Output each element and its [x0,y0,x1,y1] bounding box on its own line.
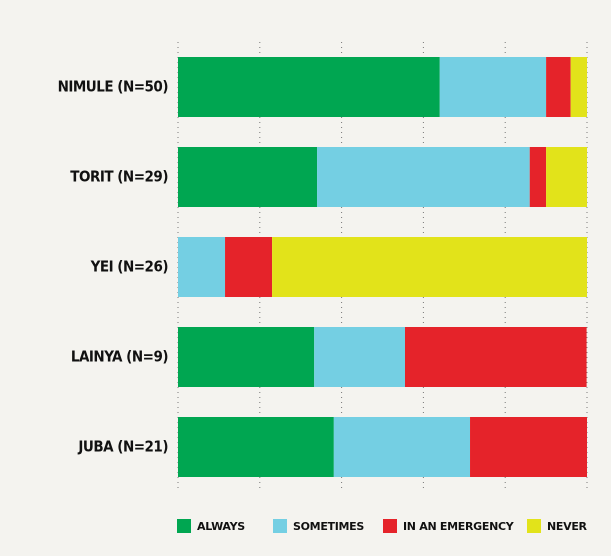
category-label: NIMULE (N=50) [58,78,169,96]
category-label: LAINYA (N=9) [71,348,168,366]
legend-label: ALWAYS [197,520,245,533]
legend-label: IN AN EMERGENCY [403,520,515,533]
bar-segment [317,147,530,207]
legend-swatch [177,519,191,533]
category-label: YEI (N=26) [90,258,169,276]
bar-segment [404,327,587,387]
legend-swatch [383,519,397,533]
bar-segment [546,57,571,117]
bar-segment [178,327,315,387]
legend-label: SOMETIMES [293,520,364,533]
legend-swatch [273,519,287,533]
bar-segment [314,327,405,387]
legend-swatch [527,519,541,533]
bar-segment [178,417,334,477]
bar-segment [570,57,587,117]
bar-segment [178,237,226,297]
category-label: TORIT (N=29) [70,168,168,186]
bar-segment [225,237,273,297]
bar-segment [546,147,587,207]
bar-segment [272,237,587,297]
bar-segment [178,147,318,207]
bar-segment [529,147,547,207]
bar-segment [470,417,587,477]
category-label: JUBA (N=21) [77,438,168,456]
legend-label: NEVER [547,520,588,533]
bar-segment [439,57,547,117]
bar-segment [178,57,440,117]
bar-segment [333,417,471,477]
